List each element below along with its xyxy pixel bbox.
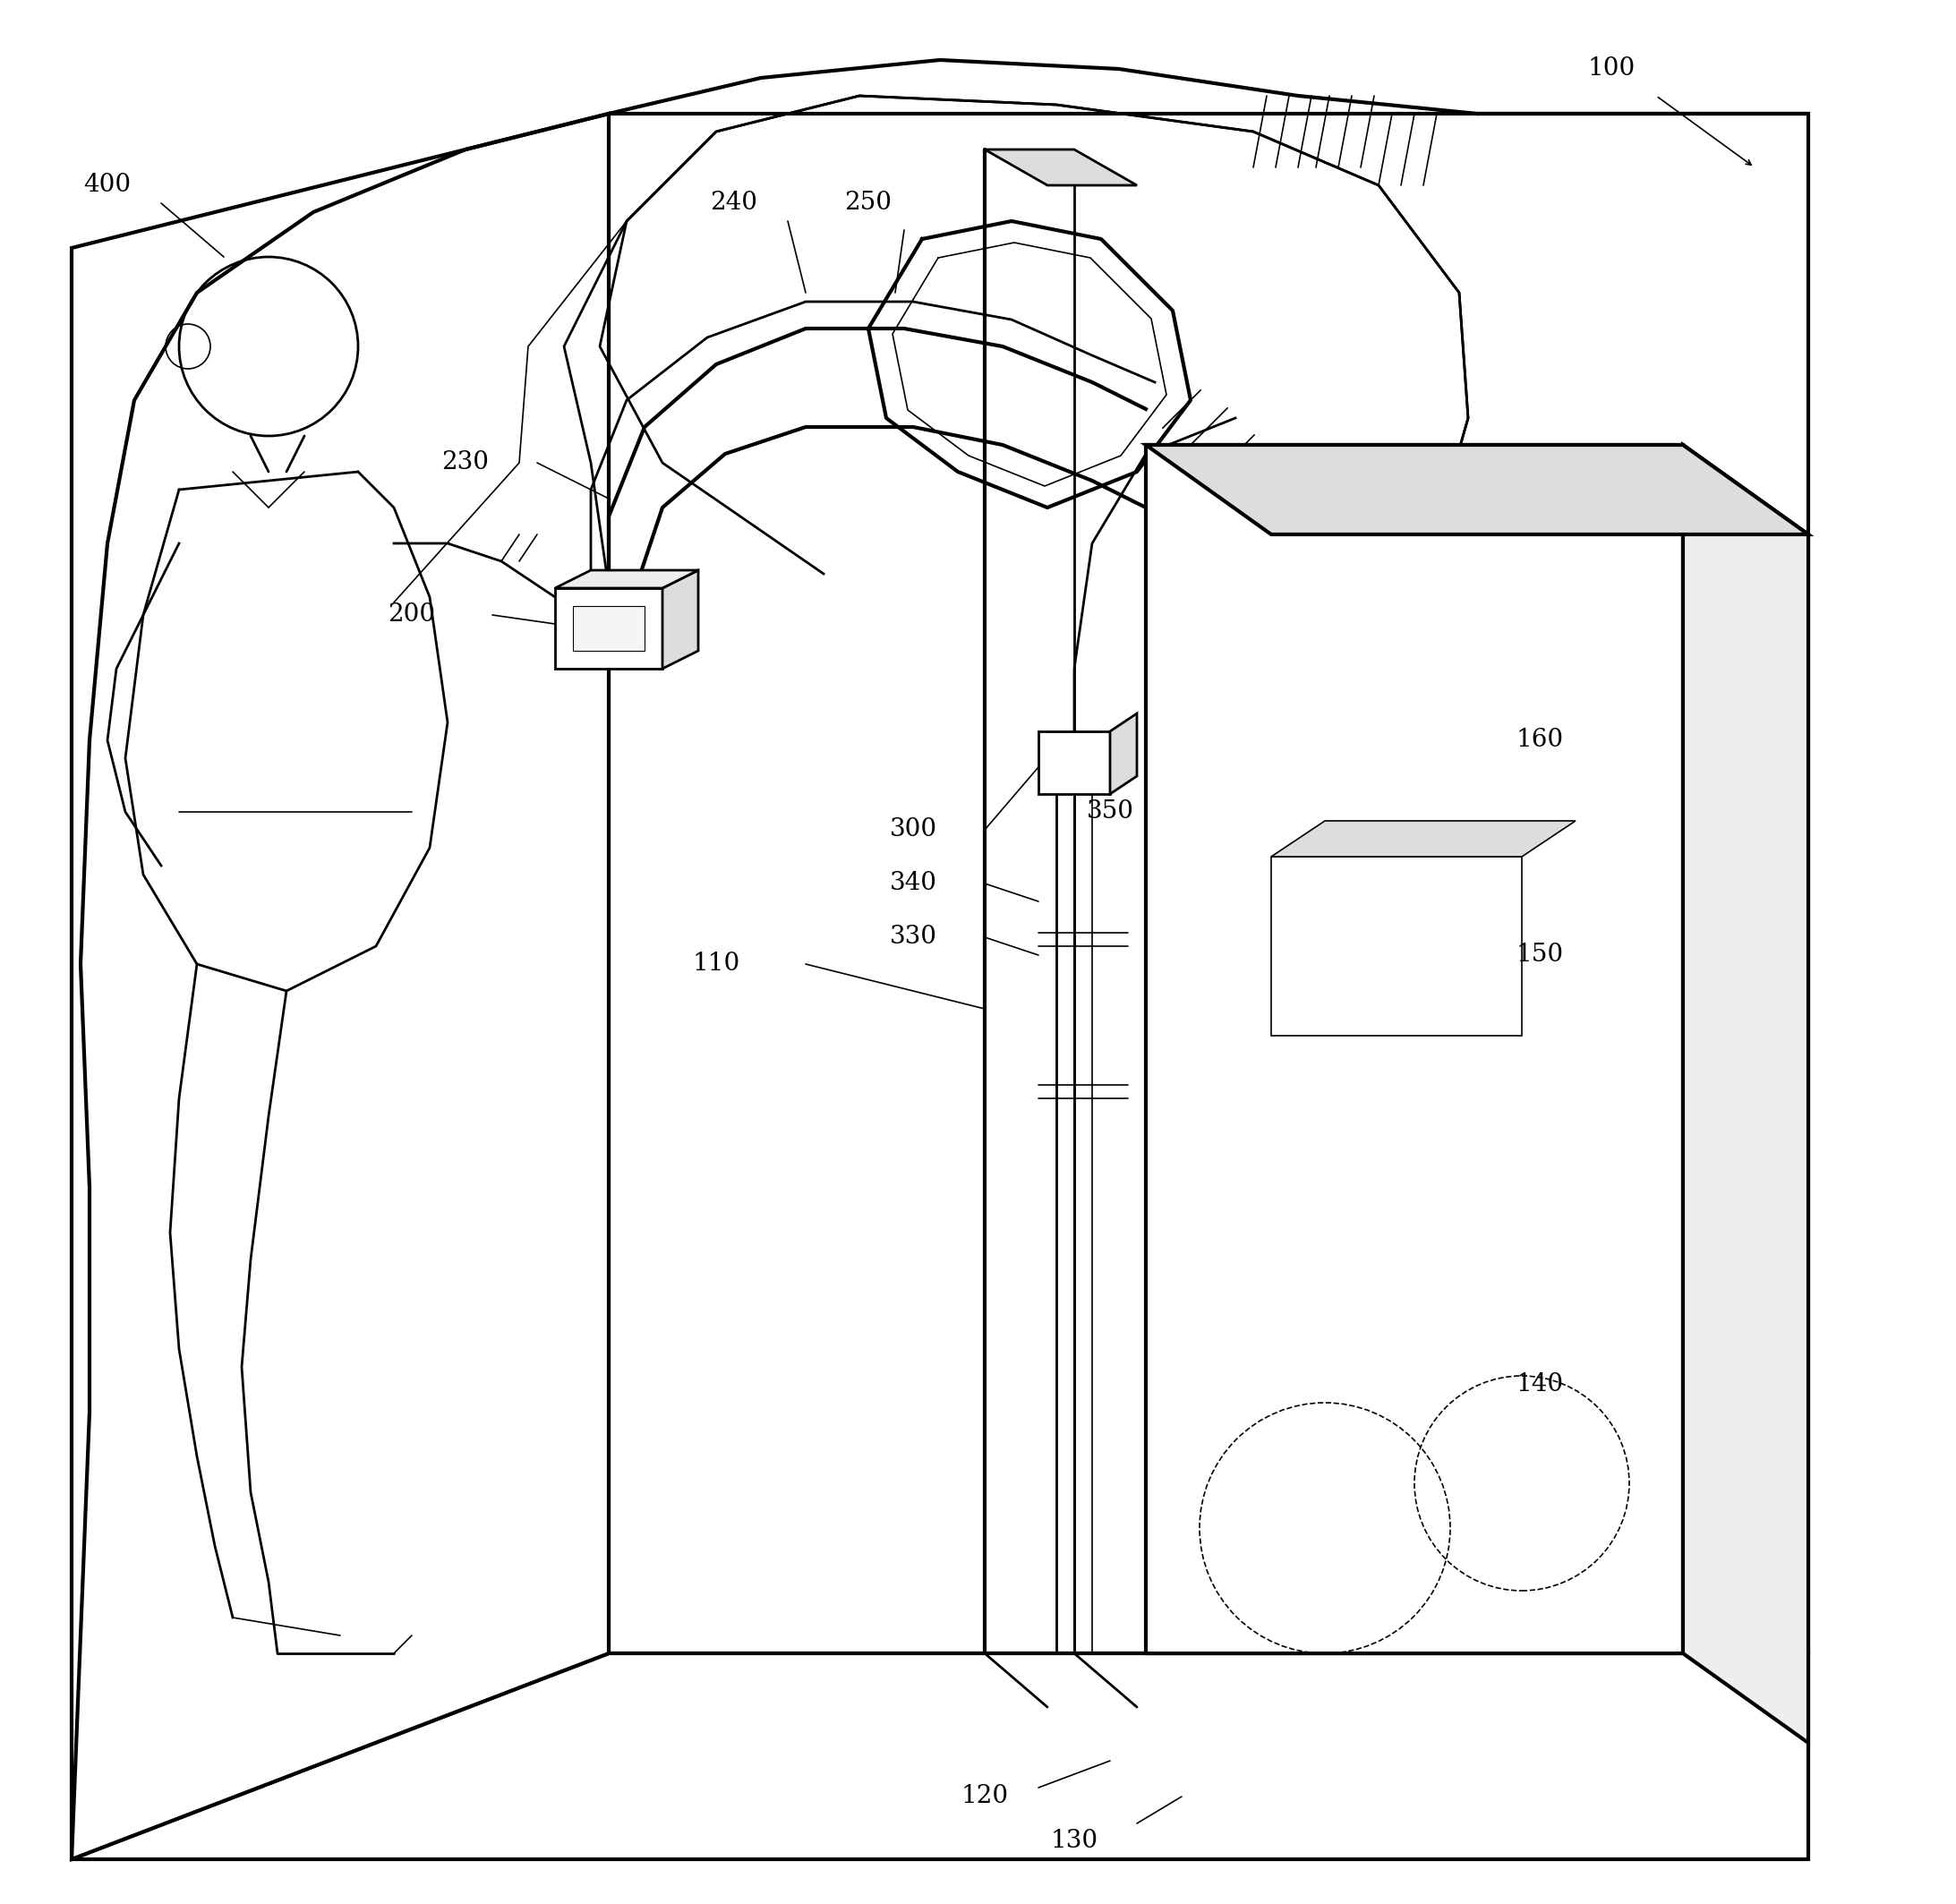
Polygon shape	[608, 114, 1807, 1653]
Text: 100: 100	[1588, 57, 1635, 82]
Polygon shape	[556, 588, 663, 668]
Polygon shape	[72, 114, 608, 1858]
Text: 120: 120	[960, 1784, 1009, 1809]
Text: 200: 200	[387, 604, 436, 626]
Polygon shape	[1146, 446, 1682, 1653]
Polygon shape	[72, 1653, 1807, 1858]
Polygon shape	[573, 605, 645, 651]
Text: 340: 340	[890, 872, 937, 895]
Polygon shape	[1271, 821, 1575, 857]
Text: 230: 230	[442, 451, 489, 474]
Text: 240: 240	[710, 190, 757, 215]
Text: 130: 130	[1050, 1830, 1097, 1853]
Text: 150: 150	[1516, 942, 1563, 967]
Polygon shape	[984, 150, 1136, 185]
Text: 330: 330	[890, 925, 937, 950]
Text: 300: 300	[890, 817, 937, 842]
Text: 140: 140	[1516, 1373, 1563, 1398]
Text: 400: 400	[84, 173, 131, 198]
Polygon shape	[1111, 714, 1136, 794]
Polygon shape	[556, 569, 698, 588]
Text: 350: 350	[1086, 800, 1134, 824]
Text: 250: 250	[845, 190, 892, 215]
Polygon shape	[1271, 857, 1522, 1036]
Text: 160: 160	[1516, 727, 1563, 752]
Polygon shape	[1039, 731, 1111, 794]
Text: 110: 110	[692, 952, 739, 977]
Polygon shape	[663, 569, 698, 668]
Polygon shape	[1146, 446, 1807, 535]
Polygon shape	[1682, 446, 1807, 1742]
